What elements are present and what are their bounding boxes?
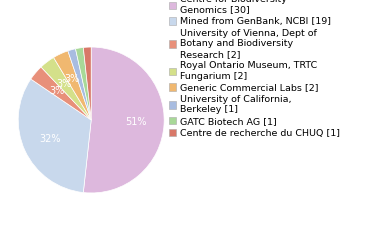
Wedge shape [41, 58, 91, 120]
Text: 3%: 3% [56, 79, 71, 89]
Wedge shape [31, 67, 91, 120]
Wedge shape [54, 51, 91, 120]
Text: 3%: 3% [49, 86, 64, 96]
Wedge shape [68, 49, 91, 120]
Text: 51%: 51% [126, 117, 147, 127]
Wedge shape [76, 48, 91, 120]
Wedge shape [83, 47, 164, 193]
Text: 3%: 3% [65, 74, 80, 84]
Wedge shape [18, 79, 91, 192]
Wedge shape [83, 47, 91, 120]
Legend: Centre for Biodiversity
Genomics [30], Mined from GenBank, NCBI [19], University: Centre for Biodiversity Genomics [30], M… [169, 0, 340, 138]
Text: 32%: 32% [40, 134, 61, 144]
